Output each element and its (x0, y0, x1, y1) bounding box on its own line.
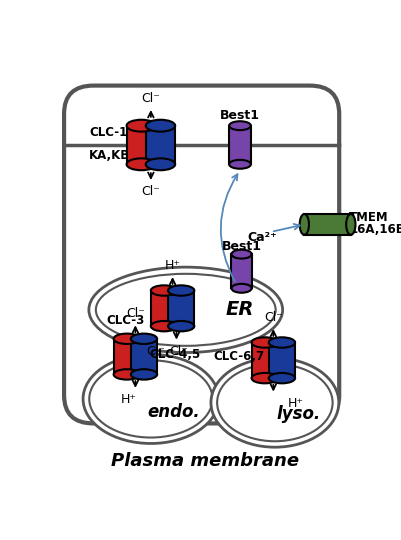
Polygon shape (229, 126, 251, 164)
Ellipse shape (89, 267, 283, 353)
Text: CLC-6,7: CLC-6,7 (213, 350, 264, 363)
Text: CLC-4,5: CLC-4,5 (149, 348, 200, 361)
Ellipse shape (269, 373, 295, 383)
Ellipse shape (269, 338, 295, 348)
Polygon shape (146, 126, 175, 164)
Ellipse shape (229, 122, 251, 130)
Text: ER: ER (226, 300, 254, 319)
Ellipse shape (251, 373, 278, 383)
Polygon shape (151, 291, 177, 326)
Ellipse shape (146, 158, 175, 170)
Ellipse shape (229, 160, 251, 168)
Ellipse shape (113, 369, 140, 380)
Polygon shape (127, 126, 156, 164)
Text: TMEM: TMEM (349, 211, 389, 224)
Ellipse shape (300, 214, 309, 235)
Polygon shape (231, 254, 251, 288)
Polygon shape (251, 342, 278, 378)
Ellipse shape (151, 285, 177, 296)
Text: endo.: endo. (148, 403, 200, 421)
Ellipse shape (346, 214, 355, 235)
Text: Cl⁻: Cl⁻ (146, 345, 165, 357)
Text: lyso.: lyso. (276, 405, 321, 423)
Ellipse shape (168, 285, 194, 296)
Text: Best1: Best1 (221, 240, 261, 253)
Text: KA,KB: KA,KB (89, 150, 130, 163)
Ellipse shape (96, 274, 275, 346)
Text: Ca²⁺: Ca²⁺ (248, 231, 277, 244)
Polygon shape (304, 214, 351, 235)
Ellipse shape (146, 120, 175, 132)
Ellipse shape (127, 158, 156, 170)
Polygon shape (168, 291, 194, 326)
Polygon shape (113, 339, 140, 374)
Polygon shape (269, 342, 295, 378)
Ellipse shape (251, 338, 278, 348)
Ellipse shape (83, 354, 219, 443)
Text: Cl⁻: Cl⁻ (264, 311, 283, 324)
Ellipse shape (211, 358, 339, 447)
FancyBboxPatch shape (64, 85, 339, 423)
Ellipse shape (89, 360, 213, 437)
Text: CLC-1,2,: CLC-1,2, (89, 126, 144, 139)
Ellipse shape (113, 334, 140, 344)
Text: Cl⁻: Cl⁻ (169, 345, 188, 357)
Ellipse shape (231, 284, 251, 293)
Text: CLC-3: CLC-3 (107, 314, 145, 327)
Text: Best1: Best1 (220, 109, 260, 122)
Ellipse shape (127, 120, 156, 132)
Text: Plasma membrane: Plasma membrane (111, 451, 299, 470)
Ellipse shape (231, 249, 251, 259)
Ellipse shape (168, 321, 194, 332)
Text: Cl⁻: Cl⁻ (126, 307, 145, 320)
Text: 16A,16B: 16A,16B (349, 223, 401, 236)
Ellipse shape (131, 369, 157, 380)
Text: H⁺: H⁺ (121, 393, 137, 406)
Ellipse shape (217, 364, 332, 441)
Text: Cl⁻: Cl⁻ (142, 92, 160, 105)
Text: H⁺: H⁺ (287, 397, 303, 410)
Ellipse shape (131, 334, 157, 344)
Ellipse shape (151, 321, 177, 332)
Polygon shape (131, 339, 157, 374)
Text: Cl⁻: Cl⁻ (142, 185, 160, 198)
Text: H⁺: H⁺ (164, 259, 180, 272)
